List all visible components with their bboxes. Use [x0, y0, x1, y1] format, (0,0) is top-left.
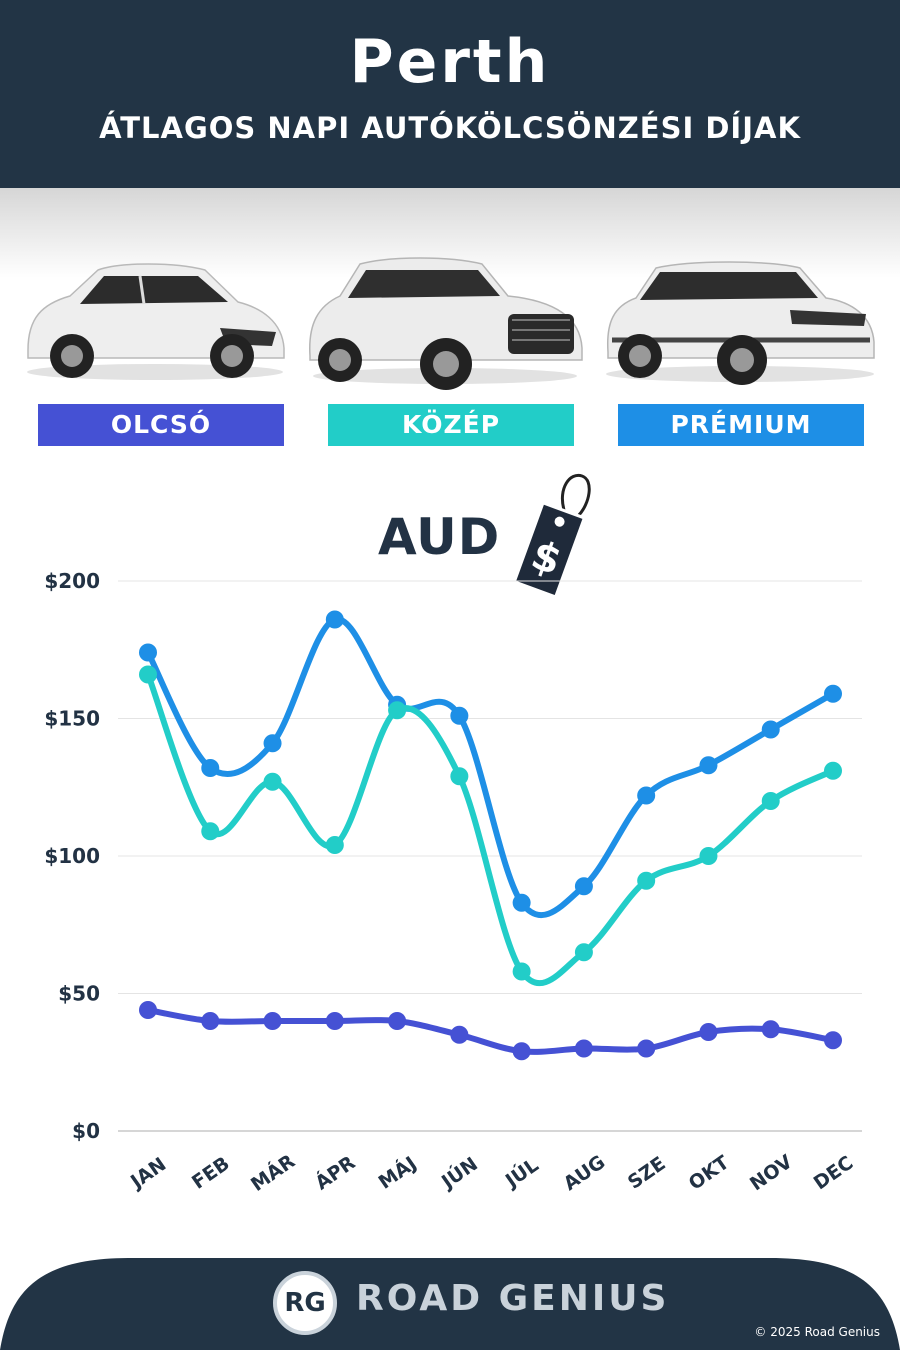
data-point-premium — [450, 706, 469, 725]
data-point-olcso — [761, 1020, 780, 1039]
x-tick-label: SZE — [624, 1152, 670, 1193]
data-point-premium — [512, 893, 531, 912]
car-illustrations — [27, 257, 875, 390]
page-subtitle: ÁTLAGOS NAPI AUTÓKÖLCSÖNZÉSI DÍJAK — [99, 111, 801, 145]
y-tick-label: $100 — [44, 844, 100, 868]
data-point-olcso — [388, 1012, 407, 1030]
series-premium — [139, 610, 842, 919]
data-point-kozep — [325, 836, 344, 854]
data-point-olcso — [139, 1001, 157, 1019]
data-point-kozep — [761, 792, 780, 810]
category-kozep-badge: KÖZÉP — [328, 404, 574, 446]
x-tick-label: JÚN — [435, 1151, 482, 1194]
y-axis-ticks: $0 $50 $100 $150 $200 — [44, 569, 100, 1143]
hatchback-car-icon — [27, 263, 285, 380]
data-point-kozep — [512, 962, 531, 981]
data-point-kozep — [824, 761, 842, 780]
y-tick-label: $50 — [58, 982, 100, 1006]
footer-banner — [0, 1258, 900, 1350]
data-point-olcso — [637, 1039, 656, 1058]
chart-grid — [118, 580, 862, 1132]
data-point-kozep — [139, 665, 157, 684]
premium-suv-car-icon — [606, 261, 875, 385]
header-banner: Perth ÁTLAGOS NAPI AUTÓKÖLCSÖNZÉSI DÍJAK — [0, 0, 900, 188]
x-tick-label: OKT — [685, 1151, 734, 1194]
data-point-olcso — [325, 1012, 344, 1030]
x-tick-label: MÁR — [246, 1149, 299, 1196]
data-point-premium — [699, 756, 718, 775]
x-tick-label: JÚL — [499, 1153, 543, 1194]
data-point-olcso — [263, 1012, 282, 1030]
price-tag-icon: $ — [512, 473, 591, 599]
x-tick-label: AUG — [560, 1151, 610, 1195]
brand-name: ROAD GENIUS — [356, 1278, 670, 1319]
x-tick-label: MÁJ — [374, 1152, 421, 1194]
data-point-kozep — [201, 822, 220, 841]
data-point-premium — [637, 786, 656, 805]
data-point-premium — [325, 610, 344, 629]
rental-rate-chart: $0 $50 $100 $150 $200 JAN FEB MÁR ÁPR MÁJ JÚN JÚL A… — [44, 569, 862, 1196]
page-title: Perth — [349, 27, 551, 97]
data-point-kozep — [388, 701, 407, 720]
series-line-olcso — [145, 1007, 836, 1055]
y-tick-label: $200 — [44, 569, 100, 593]
chart-series — [139, 610, 842, 1061]
data-point-kozep — [637, 871, 656, 890]
series-olcso — [139, 1001, 842, 1061]
y-tick-label: $150 — [44, 707, 100, 731]
data-point-kozep — [263, 772, 282, 791]
data-point-olcso — [824, 1031, 842, 1050]
data-point-premium — [824, 684, 842, 703]
data-point-olcso — [201, 1012, 220, 1030]
data-point-kozep — [699, 847, 718, 865]
data-point-premium — [263, 734, 282, 753]
data-point-olcso — [699, 1023, 718, 1041]
category-premium-badge: PRÉMIUM — [618, 404, 864, 446]
x-tick-label: DEC — [810, 1152, 858, 1195]
x-tick-label: JAN — [125, 1153, 170, 1194]
series-kozep — [139, 665, 842, 987]
data-point-olcso — [450, 1025, 469, 1044]
data-point-olcso — [512, 1042, 531, 1061]
road-genius-logo: RG — [273, 1271, 337, 1335]
data-point-premium — [139, 643, 157, 662]
data-point-olcso — [574, 1039, 593, 1058]
x-tick-label: NOV — [746, 1151, 797, 1196]
suv-car-icon — [309, 257, 583, 390]
data-point-premium — [761, 720, 780, 739]
x-tick-label: FEB — [188, 1152, 234, 1193]
series-line-kozep — [145, 671, 836, 987]
category-olcso-badge: OLCSÓ — [38, 404, 284, 446]
data-point-premium — [201, 759, 220, 777]
y-tick-label: $0 — [72, 1119, 100, 1143]
x-axis-ticks: JAN FEB MÁR ÁPR MÁJ JÚN JÚL AUG SZE OKT NOV DEC — [125, 1149, 857, 1196]
copyright-text: © 2025 Road Genius — [754, 1325, 880, 1339]
x-tick-label: ÁPR — [311, 1151, 360, 1195]
data-point-premium — [574, 877, 593, 896]
data-point-kozep — [574, 943, 593, 962]
data-point-kozep — [450, 767, 469, 786]
currency-label: AUD — [378, 508, 501, 566]
